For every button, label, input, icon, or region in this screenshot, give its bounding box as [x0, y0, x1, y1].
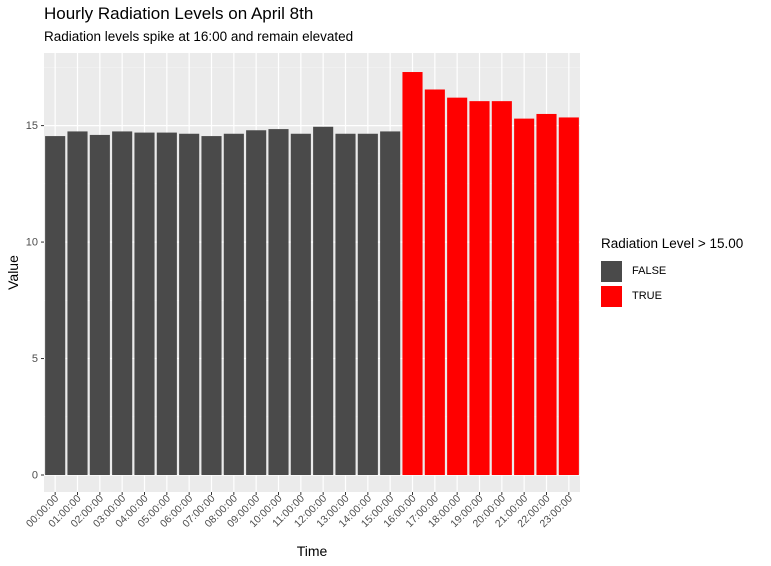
bar-12:00:00 — [313, 126, 334, 476]
bar-08:00:00 — [223, 133, 244, 475]
bar-09:00:00 — [246, 130, 267, 475]
bar-05:00:00 — [156, 132, 177, 475]
y-axis-title: Value — [5, 255, 21, 290]
y-tick-label: 10 — [26, 237, 38, 249]
x-axis-title: Time — [297, 543, 328, 559]
legend-item-false: FALSE — [601, 259, 743, 283]
bar-03:00:00 — [112, 131, 133, 475]
y-tick-label: 5 — [32, 353, 38, 365]
bar-17:00:00 — [424, 89, 445, 475]
chart-title: Hourly Radiation Levels on April 8th — [44, 4, 314, 23]
bar-15:00:00 — [380, 131, 401, 475]
bar-20:00:00 — [491, 101, 512, 475]
y-tick-label: 15 — [26, 120, 38, 132]
chart-subtitle: Radiation levels spike at 16:00 and rema… — [44, 29, 354, 44]
bar-18:00:00 — [447, 97, 468, 475]
legend-key-false — [601, 260, 622, 282]
bar-10:00:00 — [268, 129, 289, 475]
legend-label-true: TRUE — [632, 290, 662, 302]
legend-title: Radiation Level > 15.00 — [601, 236, 744, 251]
bar-16:00:00 — [402, 72, 423, 475]
bar-14:00:00 — [357, 133, 378, 475]
bar-19:00:00 — [469, 101, 490, 475]
legend-label-false: FALSE — [632, 265, 667, 277]
bar-06:00:00 — [179, 133, 200, 475]
bar-23:00:00 — [558, 117, 579, 476]
legend-item-true: TRUE — [601, 284, 743, 308]
bar-02:00:00 — [89, 134, 110, 475]
bar-22:00:00 — [536, 113, 557, 475]
bar-11:00:00 — [290, 133, 311, 475]
bar-04:00:00 — [134, 132, 155, 475]
y-tick-label: 0 — [32, 470, 38, 482]
legend: Radiation Level > 15.00 FALSE TRUE — [601, 236, 743, 309]
bar-07:00:00 — [201, 136, 222, 475]
bar-13:00:00 — [335, 133, 356, 475]
legend-key-true — [601, 285, 622, 307]
bar-21:00:00 — [514, 118, 535, 475]
bar-01:00:00 — [67, 131, 88, 475]
bar-00:00:00 — [45, 136, 66, 475]
